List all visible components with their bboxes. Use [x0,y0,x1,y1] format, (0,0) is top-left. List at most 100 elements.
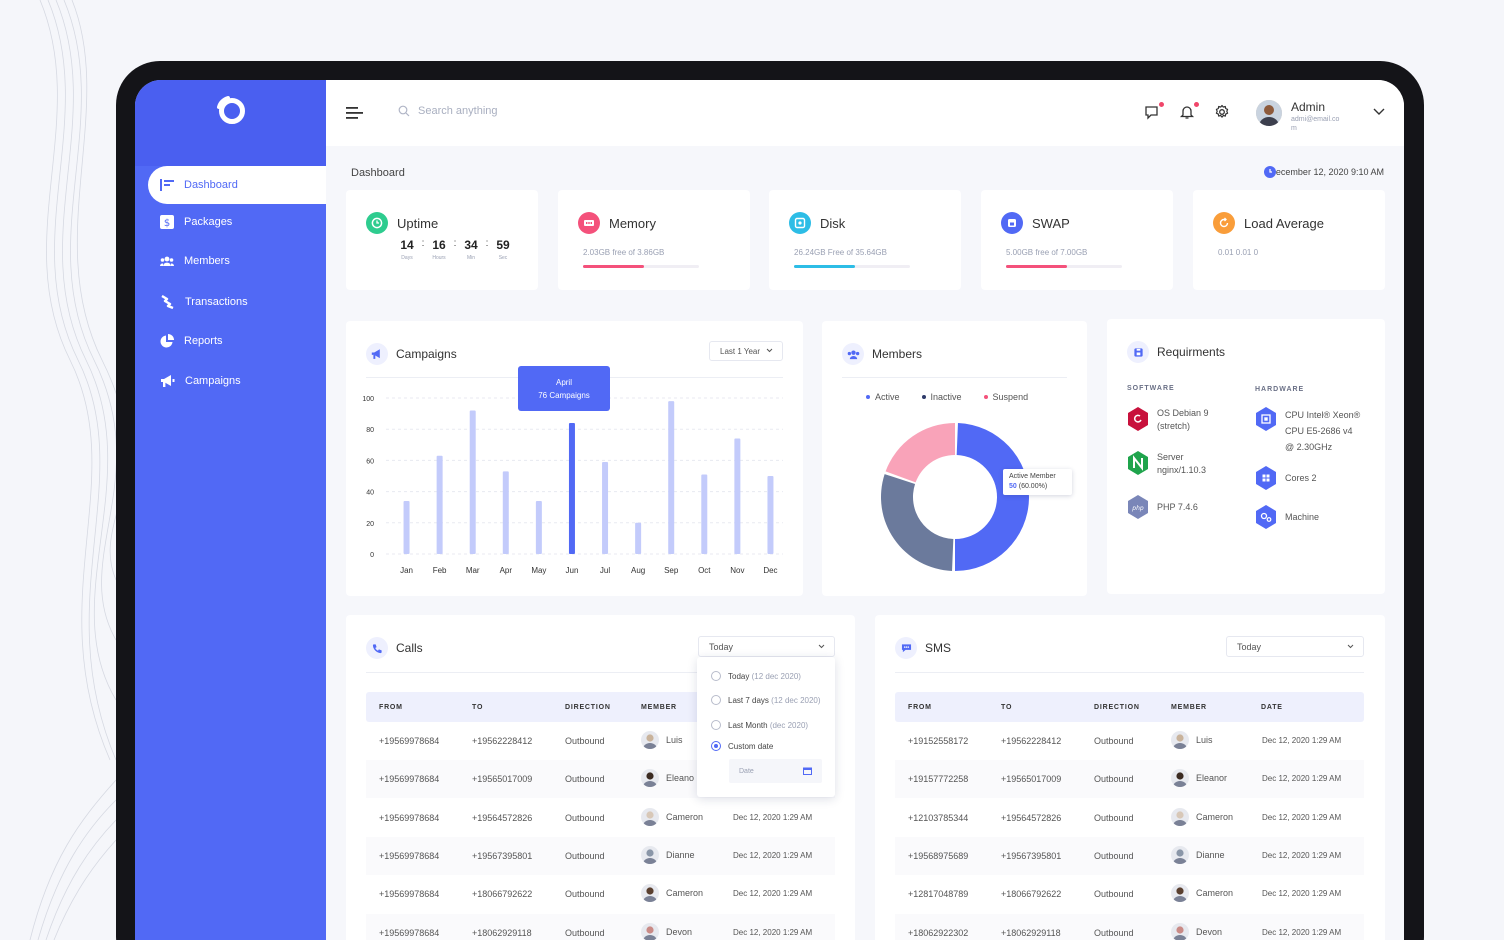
table-row[interactable]: +18062922302 +18062929118 Outbound Devon Dec… [895,913,1364,940]
cell-to: +19562228412 [1001,736,1062,746]
column-header[interactable]: DATE [1261,704,1283,711]
campaigns-period-value: Last 1 Year [720,346,761,356]
sidebar-item-packages[interactable]: $ Packages [148,203,326,241]
uptime-seconds-label: Sec [498,255,508,261]
swap-title: SWAP [1032,215,1070,231]
swap-icon [1001,212,1023,234]
user-menu[interactable]: Admin admi@email.co m [1256,100,1339,133]
users-icon [160,256,174,266]
calls-title: Calls [396,641,423,655]
uptime-hours: 16 [432,238,446,252]
uptime-card: Uptime 14 Days : 16 Hours : 34 Min : 59 Sec [346,190,538,290]
users-icon [842,343,864,365]
sidebar-item-reports[interactable]: Reports [148,322,326,360]
cell-from: +19569978684 [379,736,440,746]
option-last-month[interactable]: Last Month (dec 2020) [711,720,808,730]
table-row[interactable]: +19569978684 +18066792622 Outbound Cameron D… [366,875,835,913]
cell-member: Cameron [1171,884,1233,903]
table-row[interactable]: +12103785344 +19564572826 Outbound Cameron D… [895,799,1364,837]
avatar [1171,807,1189,826]
bar-nov[interactable] [734,438,741,554]
donut-slice-inactive[interactable] [881,474,954,571]
cell-from: +12817048789 [908,889,969,900]
cell-date: Dec 12, 2020 1:29 AM [733,850,813,860]
option-today[interactable]: Today (12 dec 2020) [711,671,801,681]
cell-date: Dec 12, 2020 1:29 AM [733,889,813,899]
bar-sep[interactable] [668,401,675,554]
column-header[interactable]: DIRECTION [1094,704,1140,711]
bar-dec[interactable] [767,476,774,554]
chevron-down-icon[interactable] [1373,108,1385,116]
notifications-button[interactable] [1179,101,1200,122]
column-header[interactable]: TO [472,704,484,711]
app-logo-icon[interactable] [215,94,247,126]
sidebar-item-label: Packages [184,216,233,228]
bar-aug[interactable] [635,522,642,554]
sidebar-item-members[interactable]: Members [148,242,326,280]
bar-may[interactable] [535,500,542,554]
phone-icon [366,637,388,659]
column-header[interactable]: DIRECTION [565,704,611,711]
donut-slice-suspend[interactable] [885,423,955,483]
search-bar[interactable]: Search anything [398,105,498,117]
option-last-7-days[interactable]: Last 7 days (12 dec 2020) [711,695,821,705]
column-header[interactable]: FROM [379,704,403,711]
table-row[interactable]: +19157772258 +19565017009 Outbound Eleanor D… [895,760,1364,799]
campaigns-period-select[interactable]: Last 1 Year [709,341,783,361]
option-custom-date[interactable]: Custom date [711,741,773,751]
sidebar-item-transactions[interactable]: Transactions [148,283,326,321]
bar-jan[interactable] [403,500,410,554]
debian-icon [1128,407,1148,431]
memory-card: Memory 2.03GB free of 3.86GB [558,190,750,290]
settings-button[interactable] [1214,104,1232,122]
calls-period-select[interactable]: Today [698,636,835,657]
table-row[interactable]: +19569978684 +19567395801 Outbound Dianne De… [366,836,835,875]
cell-direction: Outbound [1094,889,1134,900]
bar-feb[interactable] [436,455,443,554]
software-heading: SOFTWARE [1127,385,1175,392]
donut-slice-active[interactable] [955,423,1030,571]
column-header[interactable]: MEMBER [641,704,677,711]
table-row[interactable]: +19152558172 +19562228412 Outbound Luis Dec … [895,722,1364,760]
column-header[interactable]: MEMBER [1171,704,1207,711]
menu-toggle-icon[interactable] [346,107,364,119]
cell-member: Cameron [1171,807,1233,826]
table-row[interactable]: +19569978684 +18062929118 Outbound Devon Dec… [366,913,835,940]
cell-member: Dianne [641,845,695,864]
table-row[interactable]: +19568975689 +19567395801 Outbound Dianne De… [895,836,1364,875]
cell-direction: Outbound [565,812,605,823]
megaphone-icon [366,343,388,365]
avatar [1171,884,1189,903]
bar-jun[interactable] [568,422,575,554]
avatar [1171,731,1189,749]
dollar-icon: $ [160,215,174,229]
sidebar-item-label: Reports [184,335,223,347]
swap-card: SWAP 5.00GB free of 7.00GB [981,190,1173,290]
table-row[interactable]: +19569978684 +19562228412 Outbound Luis [366,722,835,760]
sidebar-item-campaigns[interactable]: Campaigns [148,362,326,400]
calendar-icon[interactable] [803,767,812,775]
sidebar-item-dashboard[interactable]: Dashboard [148,166,326,204]
bar-mar[interactable] [469,410,476,554]
avatar [641,922,659,940]
table-row[interactable]: +12817048789 +18066792622 Outbound Cameron D… [895,875,1364,913]
sms-period-select[interactable]: Today [1226,636,1364,657]
cell-to: +19564572826 [1001,812,1062,823]
cell-from: +19569978684 [379,774,440,785]
y-tick-label: 80 [366,427,374,434]
bar-apr[interactable] [502,471,509,554]
bar-jul[interactable] [602,461,609,554]
memory-usage: 2.03GB free of 3.86GB [583,248,665,257]
cell-direction: Outbound [565,889,605,900]
messages-button[interactable] [1144,101,1165,122]
table-row[interactable]: +19569978684 +19564572826 Outbound Cameron D… [366,799,835,837]
column-header[interactable]: FROM [908,704,932,711]
search-input[interactable]: Search anything [418,105,498,117]
bar-oct[interactable] [701,474,708,554]
cell-from: +19152558172 [908,736,969,746]
uptime-minutes: 34 [464,238,478,252]
column-header[interactable]: TO [1001,704,1013,711]
cell-date: Dec 12, 2020 1:29 AM [1262,927,1342,937]
date-input[interactable]: Date [729,759,822,783]
